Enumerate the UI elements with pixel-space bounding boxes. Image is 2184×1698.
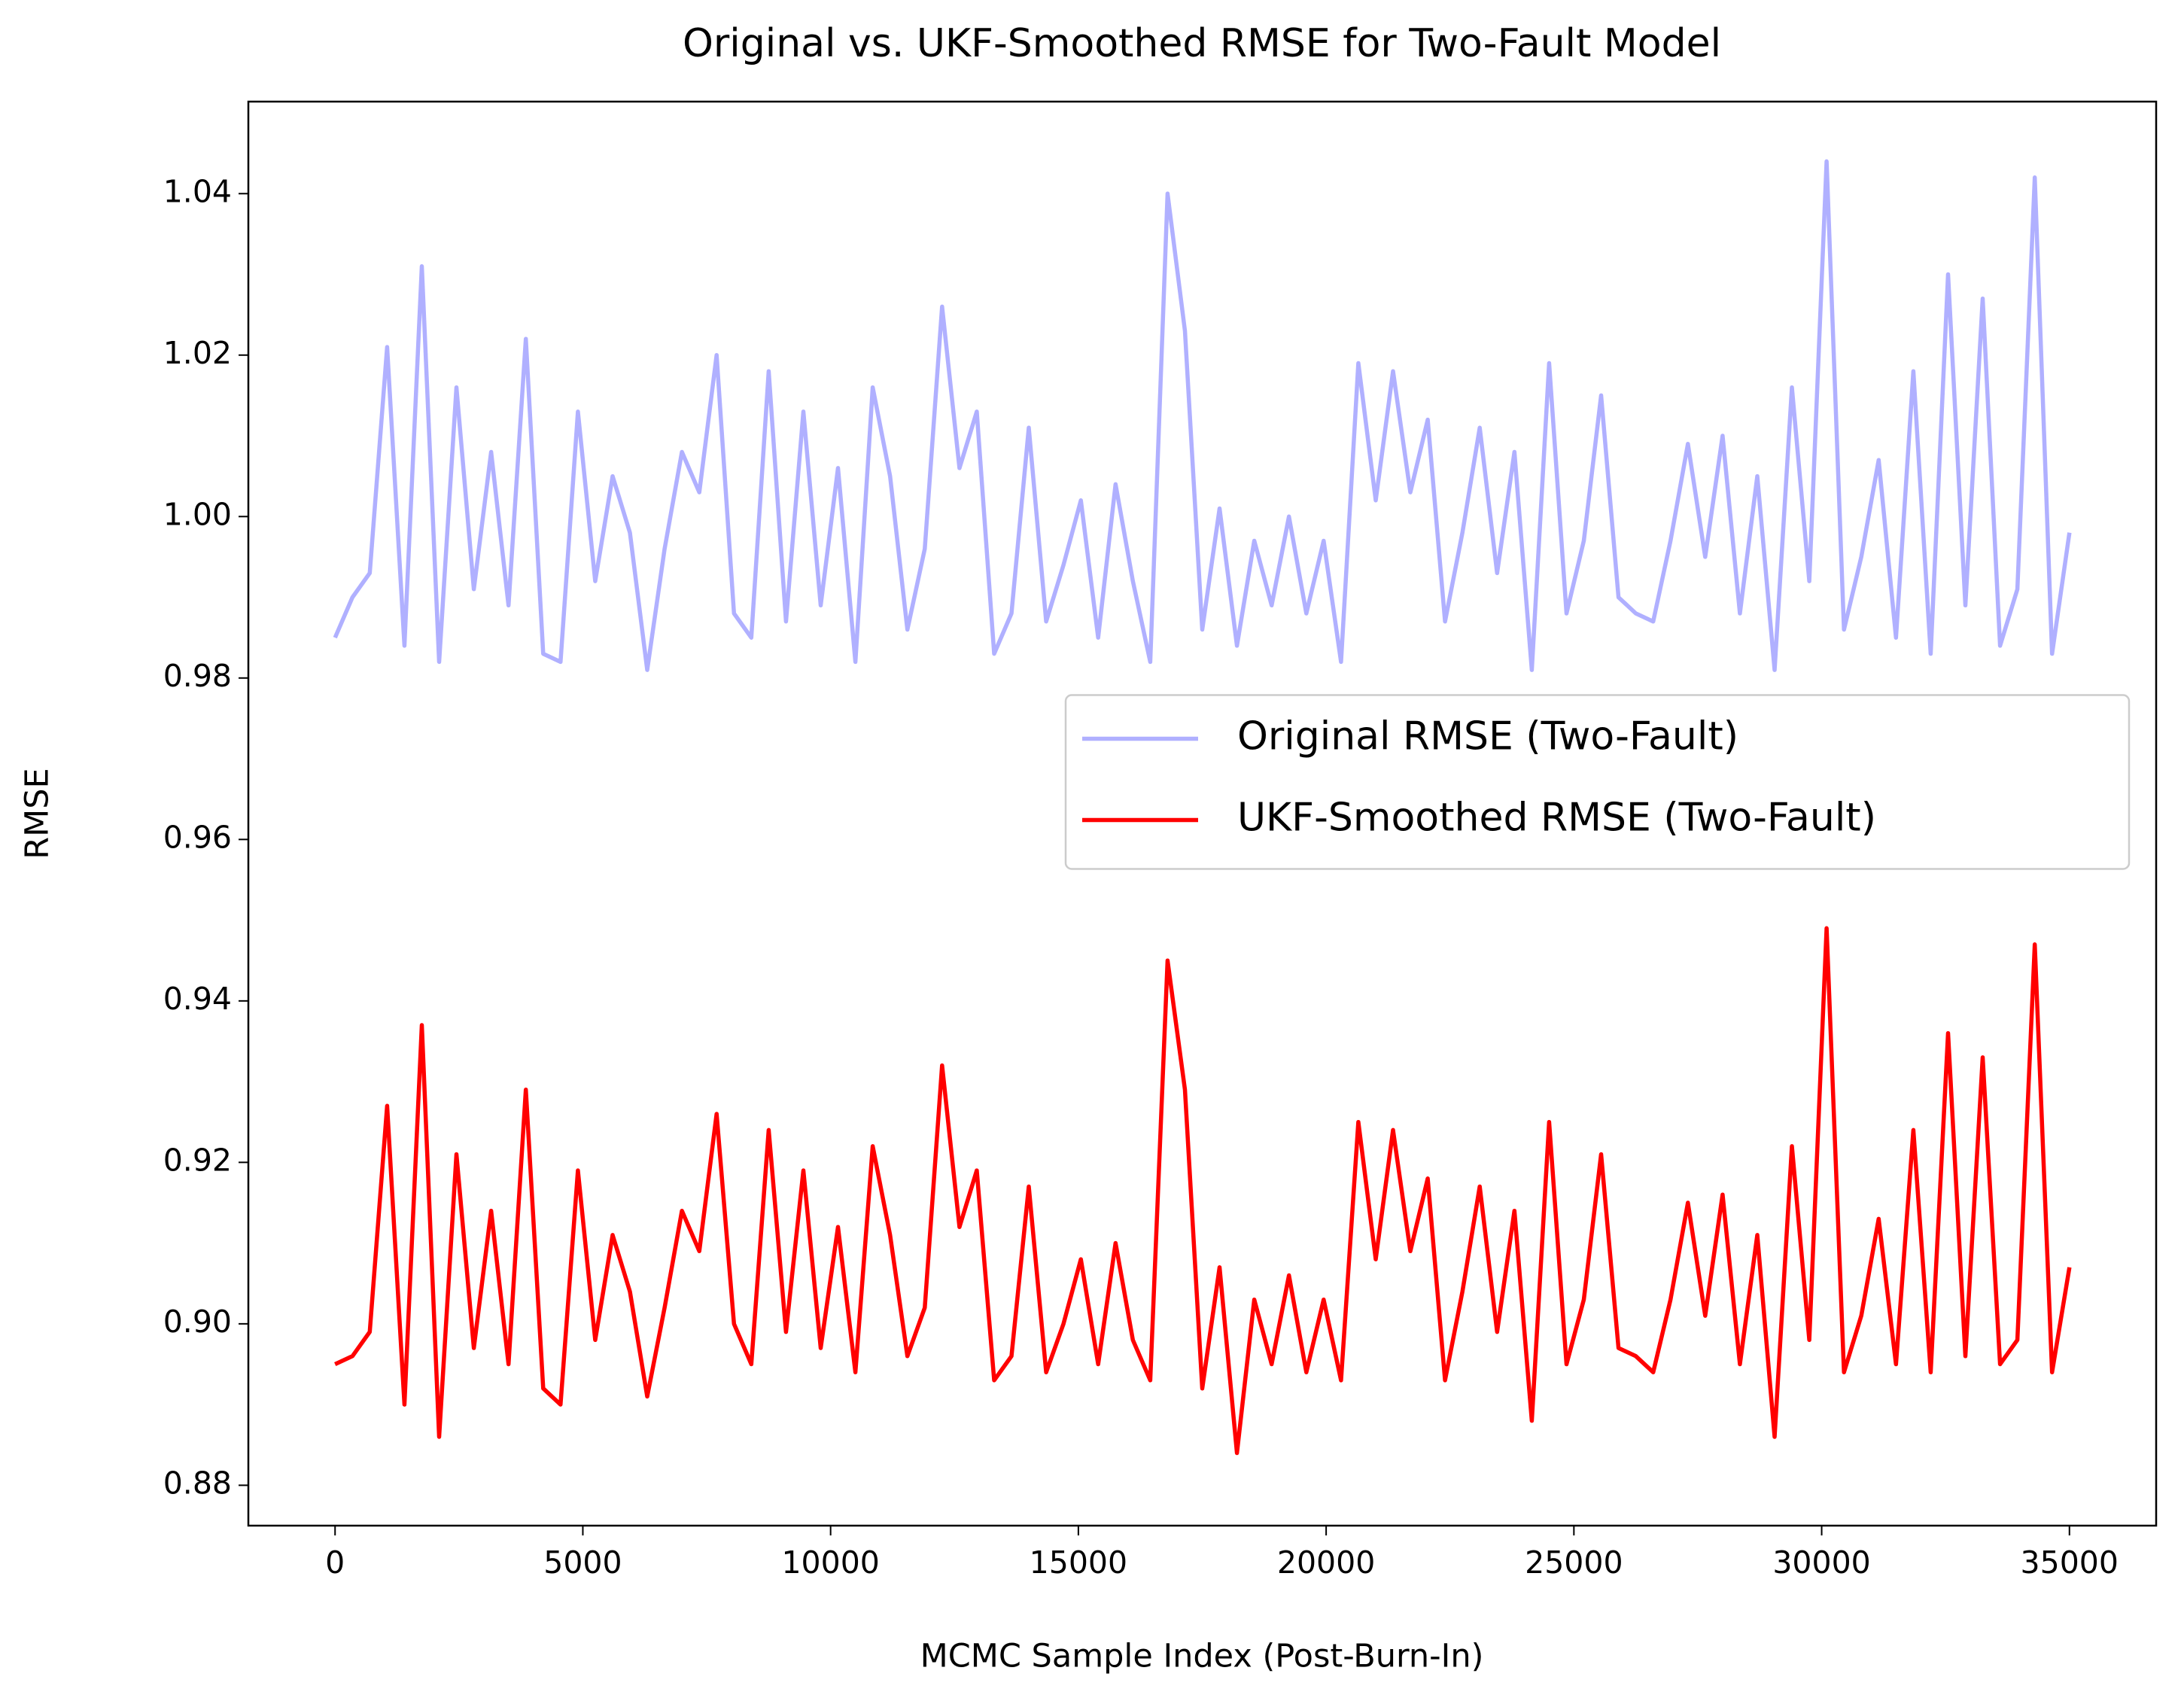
x-tick-label: 15000 — [1030, 1544, 1127, 1581]
x-tick-label: 0 — [325, 1544, 345, 1581]
x-tick-label: 25000 — [1525, 1544, 1623, 1581]
y-tick-label: 0.98 — [163, 658, 232, 694]
legend-label: Original RMSE (Two-Fault) — [1237, 714, 1738, 759]
y-tick-label: 1.02 — [163, 335, 232, 371]
y-tick-label: 0.90 — [163, 1304, 232, 1340]
y-tick-label: 0.92 — [163, 1142, 232, 1178]
chart-title: Original vs. UKF-Smoothed RMSE for Two-F… — [683, 21, 1721, 66]
data-line — [334, 926, 2072, 1456]
x-tick-label: 10000 — [781, 1544, 879, 1581]
legend-box — [1064, 694, 2131, 870]
y-tick-label: 0.96 — [163, 819, 232, 855]
y-tick-label: 1.00 — [163, 496, 232, 532]
plot-frame — [247, 100, 2158, 1527]
y-tick-label: 1.04 — [163, 173, 232, 209]
y-tick-label: 0.88 — [163, 1465, 232, 1501]
x-tick-label: 5000 — [543, 1544, 622, 1581]
x-axis-label: MCMC Sample Index (Post-Burn-In) — [920, 1638, 1484, 1675]
x-tick-label: 35000 — [2021, 1544, 2119, 1581]
x-tick-label: 20000 — [1277, 1544, 1375, 1581]
y-axis-label: RMSE — [19, 768, 56, 859]
y-tick-label: 0.94 — [163, 981, 232, 1017]
data-line — [333, 159, 2072, 672]
x-tick-label: 30000 — [1772, 1544, 1870, 1581]
legend-label: UKF-Smoothed RMSE (Two-Fault) — [1237, 796, 1876, 841]
